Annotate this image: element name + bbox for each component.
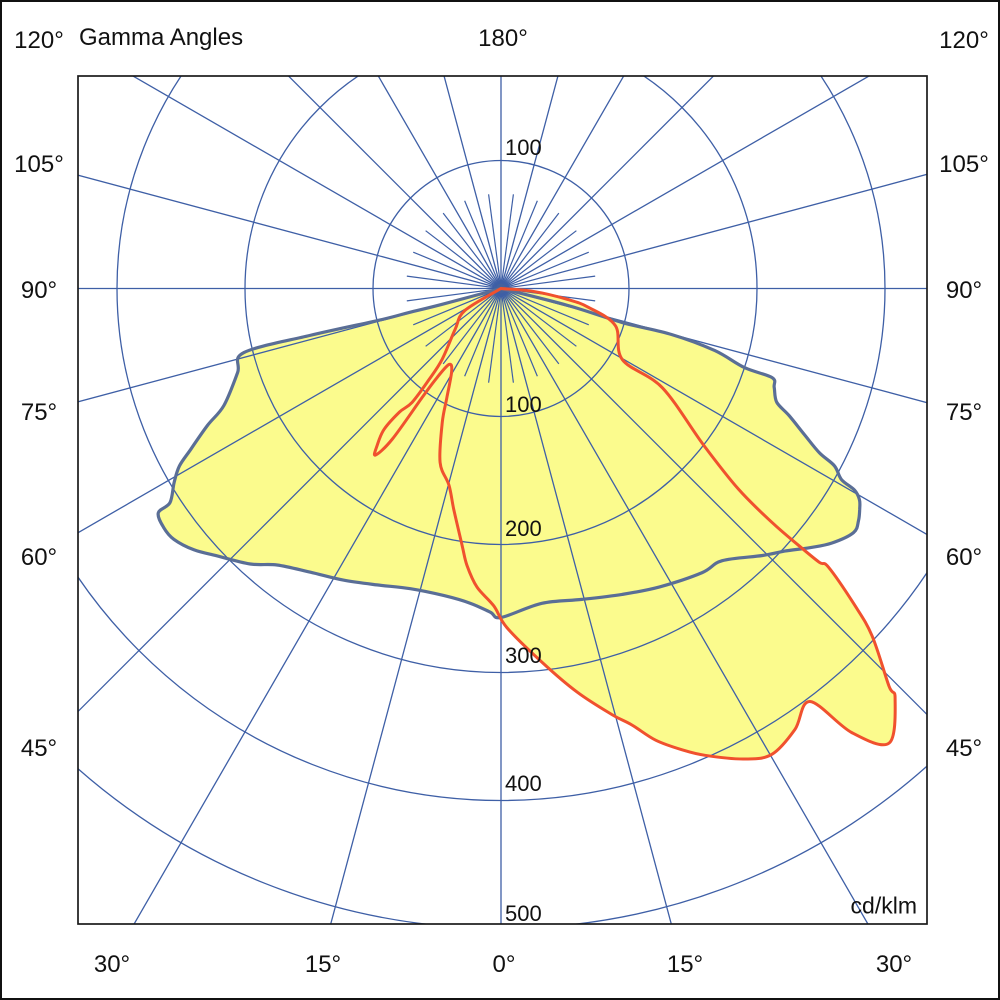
gamma-label-right-75: 75° [945, 399, 983, 426]
radial-tick-300: 300 [505, 643, 542, 668]
gamma-label-right-60: 60° [945, 544, 983, 571]
gamma-label-bottom-15R: 15° [666, 951, 704, 978]
gamma-label-bottom-0: 0° [492, 951, 516, 978]
gamma-label-bottom-30L: 30° [93, 951, 131, 978]
gamma-label-top-left: 120° [14, 27, 64, 54]
gamma-label-bottom-30R: 30° [875, 951, 913, 978]
gamma-label-left-75: 75° [20, 399, 58, 426]
radial-tick-100-upper: 100 [505, 135, 542, 160]
gamma-label-bottom-15L: 15° [304, 951, 342, 978]
gamma-label-left-60: 60° [20, 544, 58, 571]
page-title: Gamma Angles [79, 24, 244, 51]
gamma-label-right-105: 105° [939, 151, 989, 178]
gamma-label-left-105: 105° [14, 151, 64, 178]
radial-tick-400: 400 [505, 771, 542, 796]
radial-tick-200: 200 [505, 516, 542, 541]
radial-tick-500: 500 [505, 901, 542, 926]
gamma-label-top-right: 120° [939, 27, 989, 54]
gamma-label-right-90: 90° [945, 277, 983, 304]
gamma-label-left-90: 90° [20, 277, 58, 304]
unit-label: cd/klm [850, 892, 917, 919]
gamma-label-right-45: 45° [945, 735, 983, 762]
gamma-label-left-45: 45° [20, 735, 58, 762]
radial-tick-100: 100 [505, 392, 542, 417]
gamma-label-top-center: 180° [478, 25, 528, 52]
